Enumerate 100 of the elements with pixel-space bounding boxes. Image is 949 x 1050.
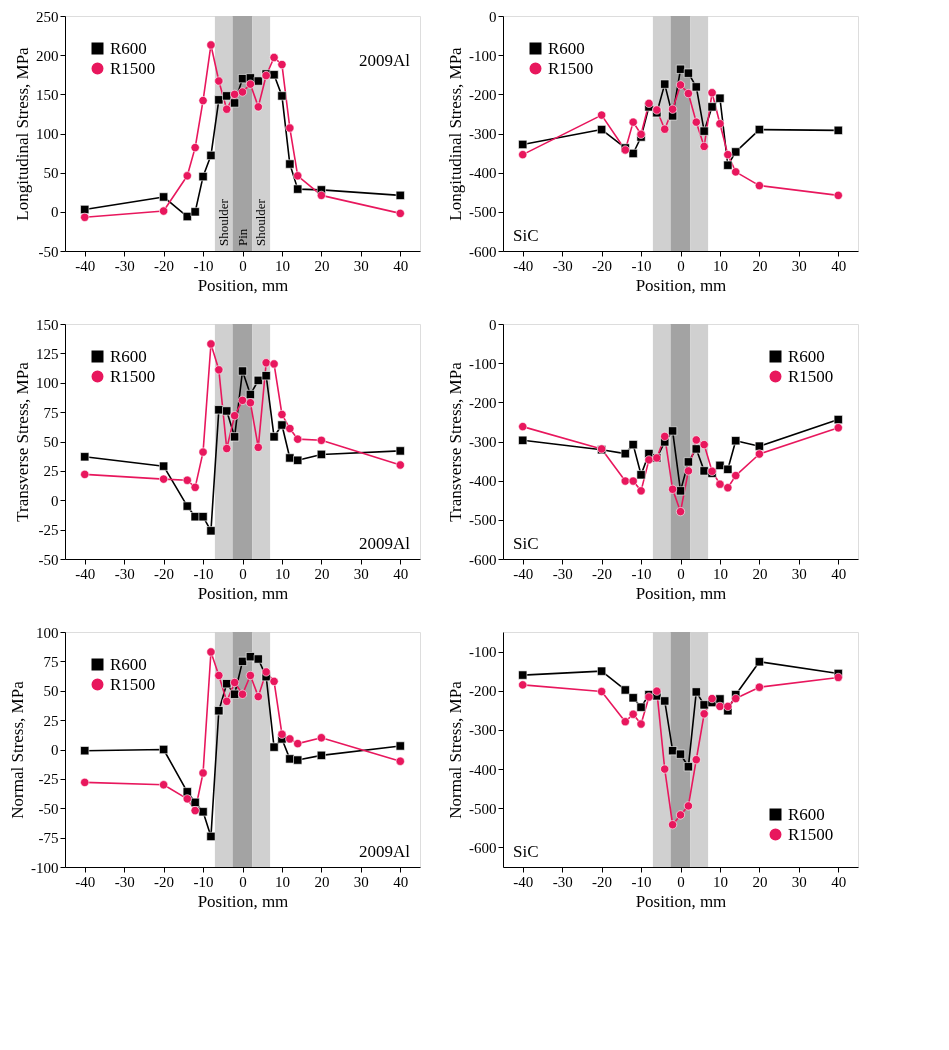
x-tick-label: -10 — [193, 257, 214, 274]
x-tick-label: 40 — [831, 257, 847, 274]
x-tick-label: -30 — [552, 565, 573, 582]
y-tick-label: 0 — [51, 492, 59, 509]
x-tick-label: -30 — [552, 873, 573, 890]
legend-label: R1500 — [548, 58, 594, 78]
y-tick-label: 200 — [36, 47, 59, 64]
y-tick-label: 50 — [43, 683, 59, 700]
x-tick-label: 30 — [791, 873, 807, 890]
y-tick-label: -50 — [38, 243, 59, 260]
x-tick-label: 0 — [677, 257, 685, 274]
x-axis-title: Position, mm — [197, 891, 289, 911]
x-tick-label: 0 — [239, 257, 247, 274]
y-axis-title: Longitudinal Stress, MPa — [13, 46, 32, 221]
x-tick-label: -10 — [193, 873, 214, 890]
y-tick-label: -300 — [469, 434, 497, 450]
x-tick-label: -30 — [114, 257, 135, 274]
y-tick-label: -300 — [469, 722, 497, 739]
y-tick-label: 100 — [36, 624, 59, 641]
x-tick-label: 30 — [353, 565, 369, 582]
x-axis-title: Position, mm — [635, 583, 727, 603]
x-tick-label: -40 — [75, 873, 96, 890]
x-tick-label: 10 — [712, 257, 728, 274]
y-tick-label: -100 — [469, 47, 497, 64]
legend-label: R600 — [788, 804, 825, 824]
x-tick-label: -20 — [592, 257, 613, 274]
y-tick-label: -500 — [469, 512, 497, 529]
x-axis-title: Position, mm — [635, 275, 727, 295]
y-tick-label: -50 — [38, 551, 59, 568]
y-tick-label: 50 — [43, 165, 59, 182]
x-tick-label: -40 — [513, 257, 534, 274]
band-label: Shoulder — [253, 198, 269, 246]
x-tick-label: 40 — [393, 873, 409, 890]
legend-label: R600 — [110, 38, 147, 58]
annotation: 2009Al — [359, 51, 411, 70]
y-tick-label: 100 — [36, 375, 59, 392]
x-tick-label: 30 — [791, 565, 807, 582]
legend-label: R600 — [788, 346, 825, 366]
y-tick-label: -200 — [469, 394, 497, 411]
y-axis-title: Longitudinal Stress, MPa — [446, 46, 465, 221]
x-tick-label: 40 — [831, 873, 847, 890]
y-tick-label: 0 — [489, 316, 497, 333]
x-axis-title: Position, mm — [635, 891, 727, 911]
x-tick-label: 40 — [831, 565, 847, 582]
y-tick-label: -100 — [469, 644, 497, 661]
y-tick-label: 250 — [36, 8, 59, 25]
y-tick-label: -100 — [469, 355, 497, 372]
x-tick-label: 40 — [393, 257, 409, 274]
y-tick-label: 150 — [36, 86, 59, 103]
x-tick-label: 10 — [712, 565, 728, 582]
x-tick-label: -30 — [114, 565, 135, 582]
x-tick-label: -40 — [513, 873, 534, 890]
y-axis-title: Normal Stress, MPa — [446, 680, 465, 819]
y-tick-label: -400 — [469, 473, 497, 490]
annotation: SiC — [513, 842, 539, 861]
x-tick-label: -30 — [114, 873, 135, 890]
legend-label: R600 — [548, 38, 585, 58]
x-tick-label: 10 — [274, 257, 290, 274]
x-tick-label: 0 — [239, 873, 247, 890]
y-tick-label: -600 — [469, 243, 497, 260]
y-tick-label: 100 — [36, 126, 59, 142]
band-label: Pin — [234, 228, 250, 246]
x-tick-label: 20 — [752, 873, 768, 890]
y-tick-label: 0 — [51, 742, 59, 758]
x-tick-label: 20 — [314, 257, 330, 274]
y-tick-label: -600 — [469, 551, 497, 568]
legend-label: R1500 — [788, 366, 834, 386]
x-tick-label: -10 — [631, 257, 652, 274]
y-tick-label: -200 — [469, 86, 497, 103]
x-tick-label: 20 — [314, 565, 330, 582]
y-tick-label: -25 — [38, 522, 59, 539]
x-tick-label: -10 — [193, 565, 214, 582]
y-tick-label: 0 — [51, 204, 59, 221]
y-axis-title: Transverse Stress, MPa — [13, 361, 32, 522]
x-tick-label: -10 — [631, 873, 652, 890]
y-tick-label: 150 — [36, 316, 59, 333]
y-tick-label: -50 — [38, 800, 59, 817]
x-tick-label: -20 — [154, 873, 175, 890]
x-tick-label: -20 — [154, 565, 175, 582]
y-tick-label: 50 — [43, 434, 59, 450]
x-tick-label: 40 — [393, 565, 409, 582]
legend-label: R1500 — [110, 366, 156, 386]
x-tick-label: 20 — [752, 565, 768, 582]
y-axis-title: Normal Stress, MPa — [8, 680, 27, 819]
x-tick-label: -10 — [631, 565, 652, 582]
x-tick-label: -20 — [592, 873, 613, 890]
x-tick-label: 20 — [752, 257, 768, 274]
x-tick-label: 0 — [239, 565, 247, 582]
legend-label: R600 — [110, 346, 147, 366]
y-tick-label: -600 — [469, 839, 497, 856]
y-axis-title: Transverse Stress, MPa — [446, 361, 465, 522]
y-tick-label: 25 — [43, 463, 59, 480]
x-tick-label: -20 — [592, 565, 613, 582]
y-tick-label: 75 — [43, 653, 59, 670]
x-tick-label: -30 — [552, 257, 573, 274]
y-tick-label: -400 — [469, 165, 497, 182]
x-tick-label: 10 — [274, 873, 290, 890]
y-tick-label: -500 — [469, 800, 497, 817]
x-tick-label: -40 — [513, 565, 534, 582]
x-axis-title: Position, mm — [197, 275, 289, 295]
